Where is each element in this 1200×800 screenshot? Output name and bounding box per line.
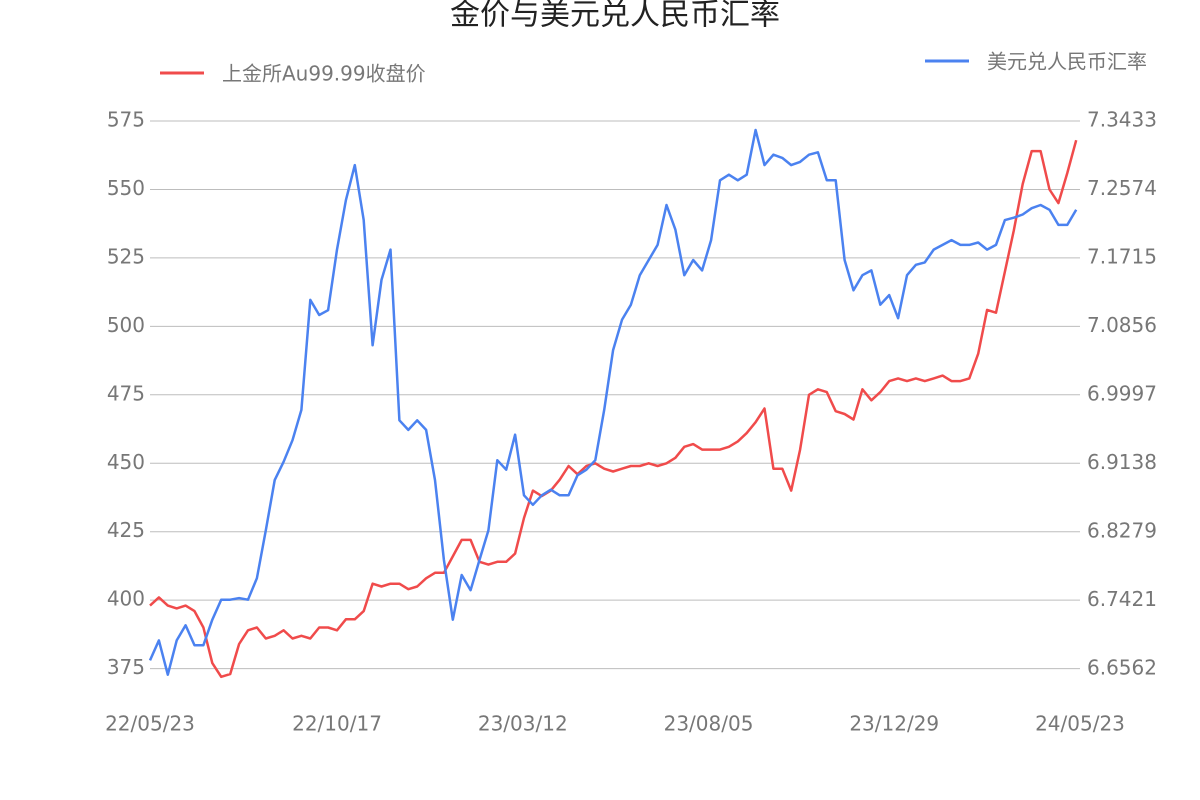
y-tick-label: 475 bbox=[107, 381, 145, 405]
legend-label: 上金所Au99.99收盘价 bbox=[222, 62, 426, 86]
y-tick-label: 550 bbox=[107, 176, 145, 200]
y2-tick-label: 6.7421 bbox=[1087, 587, 1157, 611]
y2-tick-label: 6.9138 bbox=[1087, 450, 1157, 474]
legend-label: 美元兑人民币汇率 bbox=[987, 50, 1147, 74]
y-tick-label: 450 bbox=[107, 450, 145, 474]
y-tick-label: 525 bbox=[107, 244, 145, 268]
x-tick-label: 23/12/29 bbox=[849, 712, 939, 736]
y2-tick-label: 7.0856 bbox=[1087, 313, 1157, 337]
y2-tick-label: 7.1715 bbox=[1087, 245, 1157, 269]
y2-tick-label: 7.2574 bbox=[1087, 176, 1157, 200]
chart-title: 金价与美元兑人民币汇率 bbox=[450, 0, 780, 33]
y-tick-label: 375 bbox=[107, 655, 145, 679]
y-tick-label: 425 bbox=[107, 518, 145, 542]
y2-tick-label: 6.6562 bbox=[1087, 655, 1157, 679]
x-tick-label: 22/10/17 bbox=[292, 712, 382, 736]
x-tick-label: 23/03/12 bbox=[478, 712, 568, 736]
y2-tick-label: 6.8279 bbox=[1087, 519, 1157, 543]
y-tick-label: 575 bbox=[107, 108, 145, 132]
y2-tick-label: 7.3433 bbox=[1087, 108, 1157, 132]
data-line bbox=[148, 128, 1078, 676]
x-tick-label: 23/08/05 bbox=[664, 712, 754, 736]
y-tick-label: 400 bbox=[107, 587, 145, 611]
x-tick-label: 24/05/23 bbox=[1035, 712, 1125, 736]
x-tick-label: 22/05/23 bbox=[105, 712, 195, 736]
y2-tick-label: 6.9997 bbox=[1087, 382, 1157, 406]
data-line bbox=[149, 139, 1078, 679]
y-tick-label: 500 bbox=[107, 313, 145, 337]
